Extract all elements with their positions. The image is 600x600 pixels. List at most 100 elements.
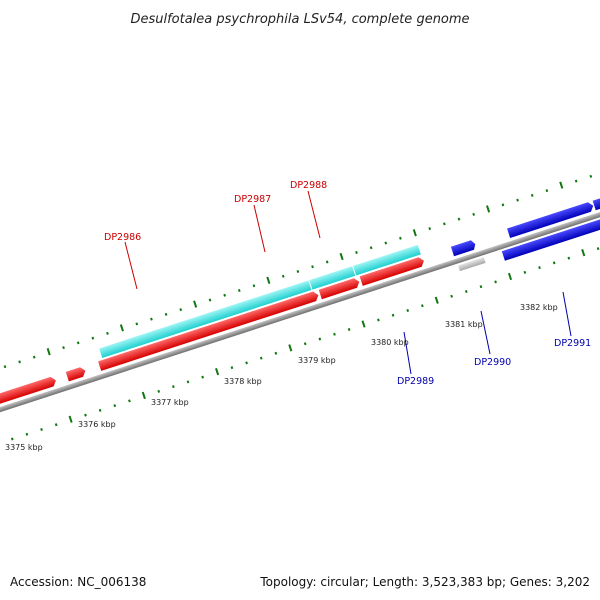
upper-scale-minor-tick (62, 346, 65, 350)
upper-scale-major-tick (559, 181, 564, 189)
upper-scale-major-tick (266, 276, 271, 284)
upper-scale-minor-tick (179, 308, 183, 312)
unknown-feature[interactable] (458, 257, 486, 272)
upper-scale-minor-tick (164, 312, 168, 316)
upper-tick-track (3, 174, 593, 369)
gene-arrow-DP2988[interactable] (359, 256, 426, 286)
upper-scale-major-tick (486, 205, 491, 213)
upper-scale-minor-tick (296, 270, 300, 274)
lower-scale-minor-tick (596, 247, 600, 251)
lower-scale-minor-tick (464, 289, 468, 293)
cds-track-reverse (99, 244, 421, 358)
accession-text: Accession: NC_006138 (10, 575, 146, 589)
lower-scale-minor-tick (421, 304, 424, 308)
upper-scale-minor-tick (237, 289, 241, 293)
lower-scale-major-tick (434, 296, 439, 304)
gene-label-DP2989[interactable]: DP2989 (397, 376, 434, 387)
upper-scale-minor-tick (281, 274, 285, 278)
upper-scale-major-tick (46, 348, 51, 356)
lower-scale-minor-tick (84, 413, 87, 417)
lower-scale-minor-tick (98, 408, 102, 412)
upper-scale-minor-tick (574, 179, 578, 183)
upper-scale-minor-tick (501, 203, 505, 207)
lower-scale-minor-tick (333, 332, 336, 336)
axis-label-group: 3375 kbp 3376 kbp 3377 kbp 3378 kbp 3379… (5, 303, 558, 452)
genome-backbone (0, 172, 600, 444)
upper-scale-minor-tick (311, 265, 314, 269)
lower-scale-minor-tick (201, 375, 204, 379)
lower-scale-minor-tick (25, 432, 29, 436)
axis-label-3377: 3377 kbp (151, 398, 189, 407)
upper-scale-major-tick (412, 229, 417, 237)
upper-scale-major-tick (339, 252, 344, 261)
upper-scale-minor-tick (135, 322, 139, 326)
cds-feature-DP2986[interactable] (99, 280, 312, 358)
lower-scale-major-tick (141, 391, 146, 400)
gene-label-DP2991[interactable]: DP2991 (554, 338, 591, 349)
upper-scale-minor-tick (91, 336, 95, 340)
cds-track-forward (458, 200, 600, 272)
upper-scale-minor-tick (223, 293, 226, 297)
upper-scale-minor-tick (355, 250, 358, 254)
lower-scale-minor-tick (377, 318, 380, 322)
lower-scale-minor-tick (245, 361, 248, 365)
lower-scale-major-tick (288, 344, 293, 352)
map-title: Desulfotalea psychrophila LSv54, complet… (130, 12, 469, 27)
cds-feature-DP2987[interactable] (309, 266, 356, 290)
gene-arrow-small[interactable] (65, 366, 87, 382)
lower-scale-minor-tick (186, 380, 190, 384)
upper-scale-minor-tick (545, 189, 549, 193)
lower-scale-minor-tick (318, 337, 322, 341)
upper-scale-minor-tick (443, 222, 446, 226)
gene-arrow-partial-left[interactable] (0, 376, 57, 405)
gene-label-DP2988[interactable]: DP2988 (290, 180, 327, 191)
lower-scale-minor-tick (347, 328, 351, 332)
axis-label-3375: 3375 kbp (5, 443, 43, 452)
upper-scale-minor-tick (428, 227, 432, 231)
upper-scale-minor-tick (325, 260, 329, 264)
gene-arrow-DP2986[interactable] (98, 290, 320, 371)
gene-track-reverse (0, 256, 426, 405)
gene-arrow-DP2989[interactable] (450, 239, 477, 257)
lower-scale-minor-tick (10, 437, 14, 441)
lower-scale-minor-tick (538, 266, 541, 270)
gene-label-DP2987[interactable]: DP2987 (234, 194, 271, 205)
gene-leader-DP2991 (562, 291, 572, 337)
upper-scale-minor-tick (32, 355, 36, 359)
lower-scale-minor-tick (172, 385, 175, 389)
axis-label-3378: 3378 kbp (224, 377, 262, 386)
upper-scale-minor-tick (18, 360, 21, 364)
upper-scale-minor-tick (208, 298, 212, 302)
cds-feature-DP2988[interactable] (353, 244, 421, 276)
genome-summary-text: Topology: circular; Length: 3,523,383 bp… (259, 575, 590, 589)
gene-arrow-DP2991[interactable] (592, 178, 600, 211)
gene-arrow-DP2987[interactable] (318, 277, 361, 300)
upper-scale-minor-tick (530, 193, 534, 197)
upper-scale-minor-tick (384, 241, 388, 245)
lower-scale-minor-tick (523, 270, 527, 274)
gene-leader-DP2990 (480, 310, 491, 355)
lower-scale-minor-tick (157, 389, 161, 393)
upper-scale-minor-tick (3, 365, 7, 369)
lower-scale-major-tick (581, 249, 586, 257)
lower-scale-minor-tick (479, 285, 483, 289)
gene-arrow-DP2990[interactable] (507, 201, 595, 239)
lower-scale-minor-tick (54, 423, 58, 427)
axis-label-3379: 3379 kbp (298, 356, 336, 365)
gene-label-DP2986[interactable]: DP2986 (104, 232, 141, 243)
gene-leader-DP2988 (307, 190, 321, 239)
gene-label-group: DP2986 DP2987 DP2988 DP2989 DP2990 DP299… (104, 180, 591, 387)
lower-scale-minor-tick (450, 294, 453, 298)
upper-scale-minor-tick (589, 174, 593, 178)
cds-feature-DP2990[interactable] (501, 200, 600, 261)
lower-tick-track (10, 247, 600, 441)
lower-scale-minor-tick (567, 256, 571, 260)
gene-label-DP2990[interactable]: DP2990 (474, 357, 511, 368)
lower-scale-major-tick (215, 367, 220, 376)
lower-scale-major-tick (68, 415, 73, 423)
upper-scale-minor-tick (399, 236, 402, 240)
upper-scale-minor-tick (369, 246, 373, 250)
lower-scale-minor-tick (128, 399, 131, 403)
upper-scale-major-tick (193, 300, 198, 308)
